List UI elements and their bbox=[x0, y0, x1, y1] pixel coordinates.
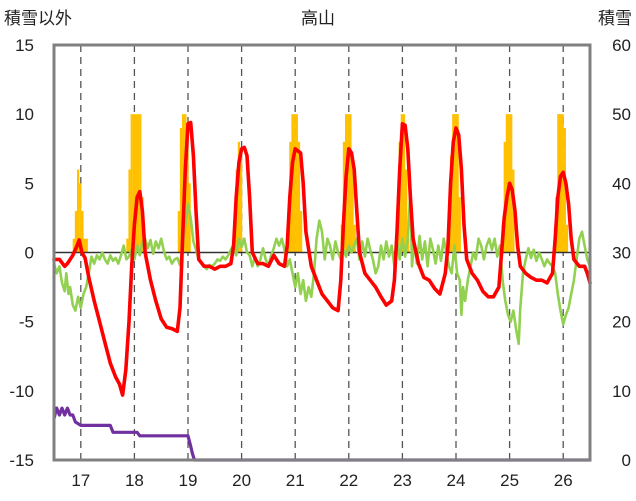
snow-bar-15 bbox=[177, 211, 181, 253]
snow-bar-19 bbox=[186, 128, 189, 253]
snow-bar-1 bbox=[74, 211, 78, 253]
snow-bar-24 bbox=[239, 155, 243, 253]
snow-bar-30 bbox=[297, 141, 301, 253]
snow-bar-49 bbox=[456, 114, 459, 253]
snow-bar-23 bbox=[237, 141, 241, 253]
snow-bar-4 bbox=[81, 211, 84, 253]
right-tick-label: 60 bbox=[612, 36, 631, 55]
right-axis-ticks: 0 10 20 30 40 50 60 bbox=[612, 36, 631, 470]
right-tick-label: 50 bbox=[612, 105, 631, 124]
plot-frame bbox=[52, 43, 592, 462]
left-tick-label: 10 bbox=[15, 105, 34, 124]
snow-bar-0 bbox=[72, 238, 75, 253]
snow-bar-50 bbox=[458, 197, 461, 253]
snow-bar-9 bbox=[130, 114, 133, 253]
snow-bar-53 bbox=[505, 114, 509, 253]
left-axis-ticks: -15 -10 -5 0 5 10 15 bbox=[9, 36, 34, 470]
snow-bar-41 bbox=[400, 114, 404, 253]
snow-bar-47 bbox=[452, 114, 455, 253]
snow-bar-28 bbox=[293, 114, 296, 253]
x-tick-label: 25 bbox=[500, 471, 519, 490]
snow-bar-13 bbox=[139, 114, 142, 253]
left-axis-title: 積雪以外 bbox=[4, 9, 72, 28]
snow-bar-60 bbox=[561, 114, 564, 253]
snow-bar-16 bbox=[179, 128, 183, 253]
right-tick-label: 0 bbox=[622, 451, 631, 470]
snow-bar-2 bbox=[76, 169, 80, 253]
snow-bar-6 bbox=[85, 238, 88, 253]
snow-bar-62 bbox=[565, 224, 569, 253]
snow-bar-31 bbox=[299, 211, 303, 253]
x-tick-label: 23 bbox=[393, 471, 412, 490]
snow-bar-37 bbox=[351, 155, 354, 253]
snow-bar-10 bbox=[132, 114, 136, 253]
snow-bar-43 bbox=[405, 169, 408, 253]
x-tick-label: 17 bbox=[71, 471, 90, 490]
snow-bar-8 bbox=[128, 169, 131, 253]
snow-bar-61 bbox=[563, 128, 566, 253]
right-axis-title: 積雪 bbox=[598, 9, 632, 28]
x-axis-ticks: 17 18 19 20 21 22 23 24 25 26 bbox=[71, 471, 572, 490]
snow-bar-5 bbox=[83, 238, 86, 253]
left-tick-label: 0 bbox=[25, 244, 34, 263]
snow-bar-42 bbox=[402, 114, 406, 253]
snow-bar-48 bbox=[454, 114, 457, 253]
x-tick-label: 21 bbox=[286, 471, 305, 490]
x-tick-label: 19 bbox=[179, 471, 198, 490]
snow-bar-36 bbox=[349, 114, 352, 253]
x-tick-label: 18 bbox=[125, 471, 144, 490]
left-tick-label: -15 bbox=[9, 451, 34, 470]
snow-bar-44 bbox=[407, 238, 410, 253]
left-tick-label: 5 bbox=[25, 174, 34, 193]
left-tick-label: 15 bbox=[15, 36, 34, 55]
chart-title: 高山 bbox=[301, 9, 335, 28]
snow-bar-12 bbox=[137, 114, 140, 253]
right-tick-label: 30 bbox=[612, 244, 631, 263]
snow-bar-35 bbox=[347, 114, 350, 253]
x-tick-label: 20 bbox=[232, 471, 251, 490]
right-tick-label: 10 bbox=[612, 382, 631, 401]
x-tick-label: 26 bbox=[554, 471, 573, 490]
left-tick-label: -5 bbox=[19, 313, 34, 332]
snow-bar-11 bbox=[134, 114, 138, 253]
x-tick-label: 24 bbox=[447, 471, 466, 490]
x-tick-label: 22 bbox=[339, 471, 358, 490]
right-tick-label: 20 bbox=[612, 313, 631, 332]
snow-bar-29 bbox=[295, 114, 298, 253]
series-lines bbox=[52, 120, 592, 462]
snow-bar-52 bbox=[503, 141, 506, 253]
right-tick-label: 40 bbox=[612, 174, 631, 193]
snow-bar-3 bbox=[79, 183, 82, 253]
snow-bar-38 bbox=[353, 224, 356, 253]
temperature-line bbox=[52, 120, 592, 397]
snowfall-bars bbox=[72, 114, 569, 253]
left-tick-label: -10 bbox=[9, 382, 34, 401]
snow-bar-7 bbox=[126, 238, 129, 253]
snow-depth-line bbox=[52, 406, 592, 462]
